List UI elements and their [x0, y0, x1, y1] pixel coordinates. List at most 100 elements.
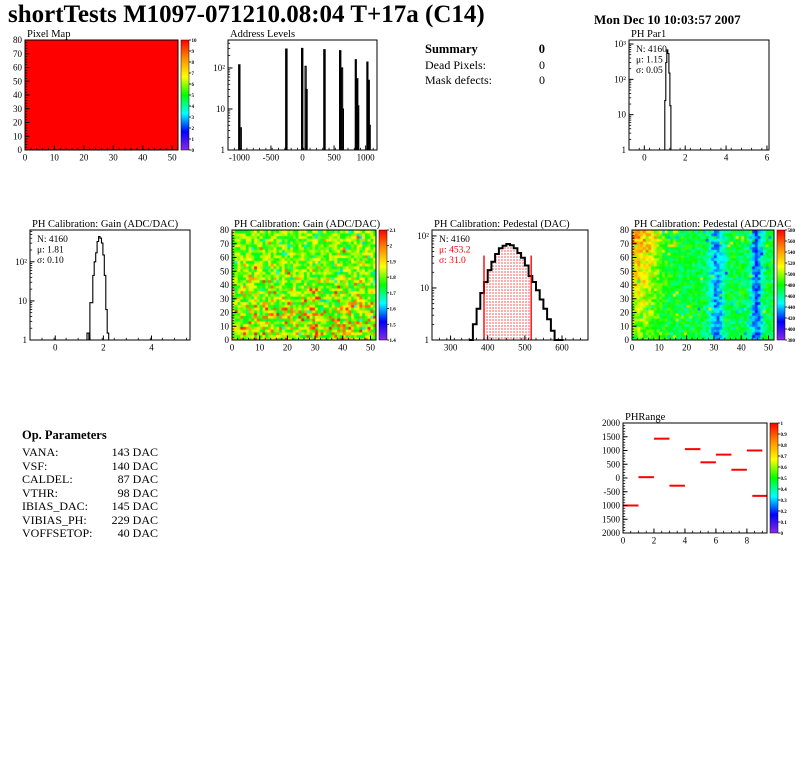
row-value: 143 DAC [111, 445, 158, 459]
row-label: VOFFSETOP: [22, 526, 93, 540]
svg-text:400: 400 [481, 343, 495, 353]
op-parameters-block: Op. Parameters VANA: 143 DAC VSF: 140 DAC CA… [22, 428, 158, 541]
row-label: VTHR: [22, 485, 58, 500]
svg-text:60: 60 [220, 253, 230, 263]
chart-svg: PH Calibration: Gain (ADC/DAC)0 10 20 30 40 5… [220, 219, 397, 353]
svg-text:2000: 2000 [602, 418, 621, 428]
svg-text:460: 460 [788, 295, 796, 300]
svg-text:480: 480 [788, 284, 796, 289]
svg-text:1: 1 [425, 335, 430, 345]
svg-text:40: 40 [737, 343, 747, 353]
svg-text:0.4: 0.4 [781, 488, 788, 493]
svg-text:10: 10 [18, 296, 28, 306]
stats-line: N: 4160 [439, 235, 470, 245]
svg-text:500: 500 [788, 273, 796, 278]
svg-text:440: 440 [788, 306, 796, 311]
svg-text:4: 4 [683, 536, 688, 546]
svg-text:0.1: 0.1 [781, 521, 788, 526]
table-row: VTHR: 98 DAC [22, 485, 158, 501]
svg-text:1000: 1000 [602, 446, 621, 456]
svg-text:30: 30 [13, 104, 23, 114]
svg-text:50: 50 [168, 153, 178, 163]
table-row: VOFFSETOP: 40 DAC [22, 526, 158, 541]
table-row: Mask defects: 0 [425, 73, 545, 88]
svg-text:20: 20 [283, 343, 293, 353]
svg-text:1.4: 1.4 [390, 339, 397, 344]
row-value: 140 DAC [111, 458, 158, 473]
svg-text:10²: 10² [15, 257, 27, 267]
svg-text:50: 50 [220, 266, 230, 276]
svg-text:20: 20 [13, 118, 23, 128]
svg-text:30: 30 [311, 343, 321, 353]
chart-title: Address Levels [230, 29, 295, 40]
svg-text:0: 0 [230, 343, 235, 353]
svg-text:10: 10 [420, 283, 430, 293]
svg-text:500: 500 [327, 153, 341, 163]
svg-text:70: 70 [620, 239, 630, 249]
svg-text:0: 0 [642, 153, 647, 163]
summary-total-value: 0 [538, 42, 545, 56]
svg-text:0: 0 [625, 335, 630, 345]
svg-text:70: 70 [13, 49, 23, 59]
svg-text:0.8: 0.8 [781, 444, 788, 449]
ph-range-chart: PHRange 0 2 4 6 8 2000 1500 1000 500 0 -500 1000 1500… [595, 410, 791, 548]
svg-text:10²: 10² [213, 63, 225, 73]
ped-map-canvas [632, 230, 774, 340]
svg-text:30: 30 [620, 294, 630, 304]
svg-text:0.5: 0.5 [781, 477, 788, 482]
chart-title: PH Calibration: Pedestal (DAC) [434, 219, 570, 230]
svg-text:0.6: 0.6 [781, 466, 788, 471]
svg-text:40: 40 [13, 90, 23, 100]
svg-text:10²: 10² [614, 74, 626, 84]
svg-text:40: 40 [220, 280, 230, 290]
row-value: 145 DAC [111, 499, 158, 513]
svg-text:2: 2 [101, 343, 106, 353]
svg-text:2000: 2000 [602, 528, 621, 538]
table-row: CALDEL: 87 DAC [22, 472, 158, 487]
summary-rows: Dead Pixels: 0 Mask defects: 0 [425, 58, 545, 87]
svg-text:50: 50 [13, 76, 23, 86]
svg-text:400: 400 [788, 328, 796, 333]
row-value: 0 [539, 58, 545, 72]
svg-text:30: 30 [109, 153, 119, 163]
stats-line: μ: 1.81 [37, 246, 64, 256]
table-row: VIBIAS_PH: 229 DAC [22, 513, 158, 528]
stats-line: σ: 0.10 [37, 256, 64, 266]
svg-text:5: 5 [192, 94, 195, 99]
svg-text:0: 0 [616, 473, 621, 483]
svg-text:60: 60 [620, 253, 630, 263]
svg-text:1: 1 [622, 145, 627, 155]
chart-title: PH Par1 [631, 29, 666, 40]
ph-par1-chart: PH Par1 0 2 4 6 1 10 10² 10³ N: 4160 μ: 1.15 σ: 0.0… [605, 27, 775, 165]
row-value: 98 DAC [117, 485, 158, 500]
svg-text:10²: 10² [417, 231, 429, 241]
svg-text:1: 1 [221, 145, 226, 155]
table-row: VANA: 143 DAC [22, 445, 158, 460]
svg-text:50: 50 [366, 343, 376, 353]
svg-text:0.7: 0.7 [781, 455, 788, 460]
chart-title: Pixel Map [27, 29, 70, 40]
table-row: IBIAS_DAC: 145 DAC [22, 499, 158, 514]
svg-text:0: 0 [781, 532, 784, 537]
svg-text:10: 10 [13, 131, 23, 141]
svg-text:6: 6 [192, 83, 195, 88]
chart-title: PHRange [625, 412, 666, 423]
svg-text:8: 8 [745, 536, 750, 546]
svg-text:4: 4 [724, 153, 729, 163]
svg-text:10: 10 [50, 153, 60, 163]
gain-histogram-chart: PH Calibration: Gain (ADC/DAC) 0 2 4 1 10 10² N… [6, 217, 196, 355]
pixel-map-canvas [25, 40, 178, 150]
stats-line: N: 4160 [636, 45, 667, 55]
svg-text:540: 540 [788, 251, 796, 256]
page-title: shortTests M1097-071210.08:04 T+17a (C14… [8, 1, 485, 28]
svg-text:1.8: 1.8 [390, 276, 397, 281]
svg-text:600: 600 [555, 343, 569, 353]
svg-text:560: 560 [788, 240, 796, 245]
svg-text:30: 30 [220, 294, 230, 304]
stats-line: σ: 31.0 [439, 256, 466, 266]
svg-text:420: 420 [788, 317, 796, 322]
svg-text:1.6: 1.6 [390, 308, 397, 313]
